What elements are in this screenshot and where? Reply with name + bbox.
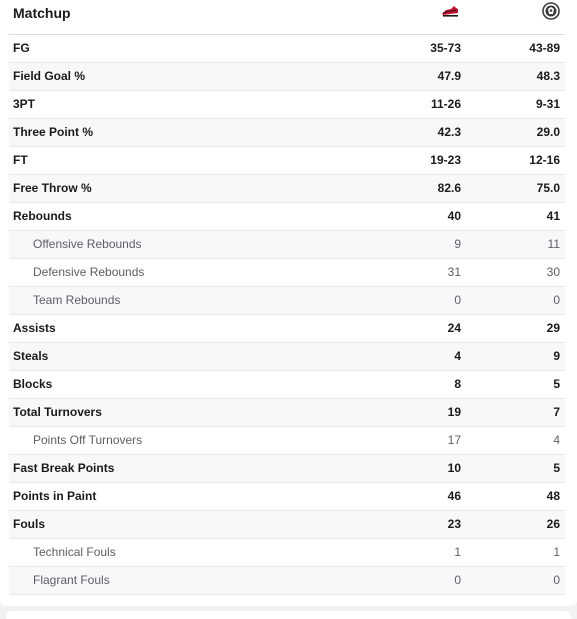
home-stat-value: 43-89	[529, 41, 560, 55]
home-stat-value: 11	[547, 237, 560, 251]
next-card-edge	[6, 611, 571, 619]
home-stat-value: 9-31	[535, 97, 560, 111]
stat-label: Assists	[13, 321, 56, 335]
stat-label: Flagrant Fouls	[33, 573, 110, 587]
away-stat-value: 31	[447, 265, 461, 279]
away-stat-value: 47.9	[437, 69, 461, 83]
matchup-card: Matchup FG 35-73 43-89 Field Goal % 47.9…	[0, 0, 577, 606]
stat-row-points-in-paint: Points in Paint 46 48	[9, 483, 565, 511]
away-stat-value: 9	[454, 237, 461, 251]
stat-row-team-rebounds: Team Rebounds 0 0	[9, 287, 565, 315]
home-stat-value: 0	[553, 573, 560, 587]
home-stat-value: 5	[553, 461, 560, 475]
away-stat-value: 35-73	[430, 41, 461, 55]
away-stat-value: 4	[454, 349, 461, 363]
away-stat-value: 0	[454, 293, 461, 307]
stat-label: Points Off Turnovers	[33, 433, 143, 447]
stat-row-defensive-rebounds: Defensive Rebounds 31 30	[9, 259, 565, 287]
away-stat-value: 46	[447, 489, 461, 503]
away-stat-value: 10	[447, 461, 461, 475]
away-stat-value: 24	[447, 321, 461, 335]
stat-row-points-off-turnovers: Points Off Turnovers 17 4	[9, 427, 565, 455]
stat-row-blocks: Blocks 8 5	[9, 371, 565, 399]
stat-row-field-goal-pct: Field Goal % 47.9 48.3	[9, 63, 565, 91]
away-stat-value: 42.3	[437, 125, 461, 139]
home-team-logo-icon[interactable]	[541, 2, 561, 20]
home-stat-value: 7	[553, 405, 560, 419]
away-stat-value: 1	[454, 545, 461, 559]
away-stat-value: 19	[447, 405, 461, 419]
away-stat-value: 23	[447, 517, 461, 531]
stat-label: Team Rebounds	[33, 293, 121, 307]
stat-label: Field Goal %	[13, 69, 86, 83]
stat-label: Rebounds	[13, 209, 72, 223]
home-stat-value: 48	[546, 489, 560, 503]
stat-label: Free Throw %	[13, 181, 92, 195]
home-stat-value: 0	[553, 293, 560, 307]
home-stat-value: 29.0	[536, 125, 560, 139]
stat-row-ft: FT 19-23 12-16	[9, 147, 565, 175]
stat-label: Total Turnovers	[13, 405, 102, 419]
matchup-stats-table: FG 35-73 43-89 Field Goal % 47.9 48.3 3P…	[9, 35, 565, 595]
stat-row-rebounds: Rebounds 40 41	[9, 203, 565, 231]
away-stat-value: 19-23	[430, 153, 461, 167]
stat-label: Offensive Rebounds	[33, 237, 142, 251]
home-stat-value: 29	[546, 321, 560, 335]
away-stat-value: 17	[447, 433, 461, 447]
home-stat-value: 30	[546, 265, 560, 279]
away-stat-value: 8	[454, 377, 461, 391]
stat-row-steals: Steals 4 9	[9, 343, 565, 371]
away-stat-value: 11-26	[430, 97, 461, 111]
matchup-title: Matchup	[13, 5, 71, 21]
stat-row-fg: FG 35-73 43-89	[9, 35, 565, 63]
stat-row-free-throw-pct: Free Throw % 82.6 75.0	[9, 175, 565, 203]
stat-row-flagrant-fouls: Flagrant Fouls 0 0	[9, 567, 565, 595]
home-stat-value: 41	[546, 209, 560, 223]
home-stat-value: 12-16	[529, 153, 560, 167]
stat-row-fouls: Fouls 23 26	[9, 511, 565, 539]
away-team-logo-icon[interactable]	[440, 2, 460, 20]
home-stat-value: 4	[553, 433, 560, 447]
home-stat-value: 5	[553, 377, 560, 391]
stat-row-assists: Assists 24 29	[9, 315, 565, 343]
stat-label: FG	[13, 41, 30, 55]
stat-label: Defensive Rebounds	[33, 265, 145, 279]
home-stat-value: 9	[553, 349, 560, 363]
away-stat-value: 82.6	[437, 181, 461, 195]
header-divider	[9, 34, 565, 35]
matchup-header: Matchup	[0, 0, 577, 34]
stat-label: Points in Paint	[13, 489, 97, 503]
stat-row-fast-break-points: Fast Break Points 10 5	[9, 455, 565, 483]
stat-label: Steals	[13, 349, 49, 363]
home-stat-value: 26	[546, 517, 560, 531]
stat-label: Blocks	[13, 377, 53, 391]
home-stat-value: 75.0	[536, 181, 560, 195]
home-stat-value: 48.3	[536, 69, 560, 83]
stat-row-three-point-pct: Three Point % 42.3 29.0	[9, 119, 565, 147]
away-stat-value: 0	[454, 573, 461, 587]
stat-row-technical-fouls: Technical Fouls 1 1	[9, 539, 565, 567]
stat-label: Fast Break Points	[13, 461, 115, 475]
stat-row-offensive-rebounds: Offensive Rebounds 9 11	[9, 231, 565, 259]
stat-label: FT	[13, 153, 28, 167]
home-stat-value: 1	[553, 545, 560, 559]
stat-label: Fouls	[13, 517, 45, 531]
stat-label: Three Point %	[13, 125, 94, 139]
stat-row-3pt: 3PT 11-26 9-31	[9, 91, 565, 119]
away-stat-value: 40	[447, 209, 461, 223]
stat-label: 3PT	[13, 97, 36, 111]
stat-label: Technical Fouls	[33, 545, 116, 559]
stat-row-total-turnovers: Total Turnovers 19 7	[9, 399, 565, 427]
